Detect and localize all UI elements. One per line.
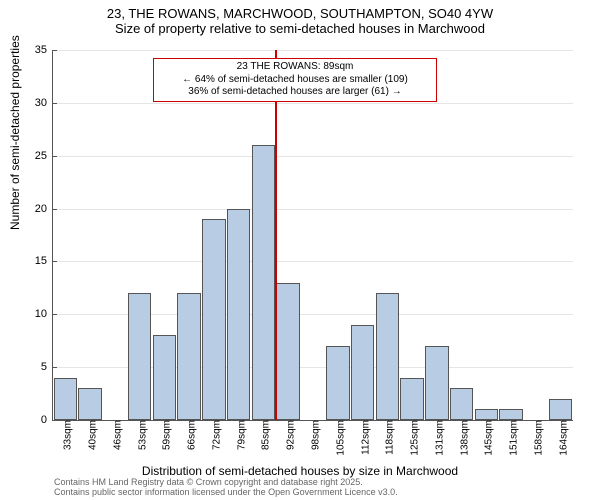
annotation-line2: ← 64% of semi-detached houses are smalle… [160,74,430,87]
x-tick-label: 40sqm [82,420,99,450]
x-tick-label: 59sqm [156,420,173,450]
x-tick-label: 105sqm [329,420,346,456]
x-tick-label: 66sqm [181,420,198,450]
histogram-bar [202,219,226,420]
x-tick-label: 53sqm [131,420,148,450]
chart-container: 23, THE ROWANS, MARCHWOOD, SOUTHAMPTON, … [0,0,600,500]
x-tick-label: 72sqm [205,420,222,450]
x-axis-label: Distribution of semi-detached houses by … [0,464,600,478]
gridline [53,156,573,157]
annotation-line3: 36% of semi-detached houses are larger (… [160,86,430,99]
histogram-bar [425,346,449,420]
histogram-bar [351,325,375,420]
x-tick-label: 158sqm [527,420,544,456]
x-tick-label: 138sqm [453,420,470,456]
chart-subtitle: Size of property relative to semi-detach… [0,21,600,36]
histogram-bar [549,399,573,420]
histogram-bar [227,209,251,420]
y-tick-label: 25 [35,150,53,162]
x-tick-label: 112sqm [354,420,371,455]
x-tick-label: 164sqm [552,420,569,456]
histogram-bar [177,293,201,420]
reference-line [275,50,277,420]
y-tick-label: 30 [35,97,53,109]
y-axis-label: Number of semi-detached properties [8,35,22,230]
x-tick-label: 92sqm [280,420,297,450]
histogram-bar [376,293,400,420]
x-tick-label: 151sqm [503,420,520,456]
credits: Contains HM Land Registry data © Crown c… [54,478,398,498]
x-tick-label: 145sqm [478,420,495,456]
histogram-bar [400,378,424,420]
histogram-bar [499,409,523,420]
gridline [53,50,573,51]
histogram-bar [475,409,499,420]
annotation-box: 23 THE ROWANS: 89sqm ← 64% of semi-detac… [153,58,437,102]
y-tick-label: 5 [41,361,53,373]
x-tick-label: 131sqm [428,420,445,456]
credits-line2: Contains public sector information licen… [54,488,398,498]
y-tick-label: 35 [35,44,53,56]
histogram-bar [450,388,474,420]
y-tick-label: 10 [35,308,53,320]
chart-title: 23, THE ROWANS, MARCHWOOD, SOUTHAMPTON, … [0,0,600,21]
x-tick-label: 98sqm [305,420,322,450]
x-tick-label: 46sqm [106,420,123,450]
histogram-bar [153,335,177,420]
histogram-bar [78,388,102,420]
plot-area: 0510152025303533sqm40sqm46sqm53sqm59sqm6… [52,50,573,421]
x-tick-label: 85sqm [255,420,272,450]
histogram-bar [128,293,152,420]
y-tick-label: 20 [35,203,53,215]
annotation-line1: 23 THE ROWANS: 89sqm [160,61,430,74]
gridline [53,103,573,104]
histogram-bar [252,145,276,420]
histogram-bar [54,378,78,420]
x-tick-label: 118sqm [379,420,396,455]
x-tick-label: 33sqm [57,420,74,450]
x-tick-label: 79sqm [230,420,247,450]
gridline [53,261,573,262]
x-tick-label: 125sqm [404,420,421,456]
histogram-bar [326,346,350,420]
gridline [53,209,573,210]
y-tick-label: 15 [35,255,53,267]
histogram-bar [276,283,300,420]
y-tick-label: 0 [41,414,53,426]
